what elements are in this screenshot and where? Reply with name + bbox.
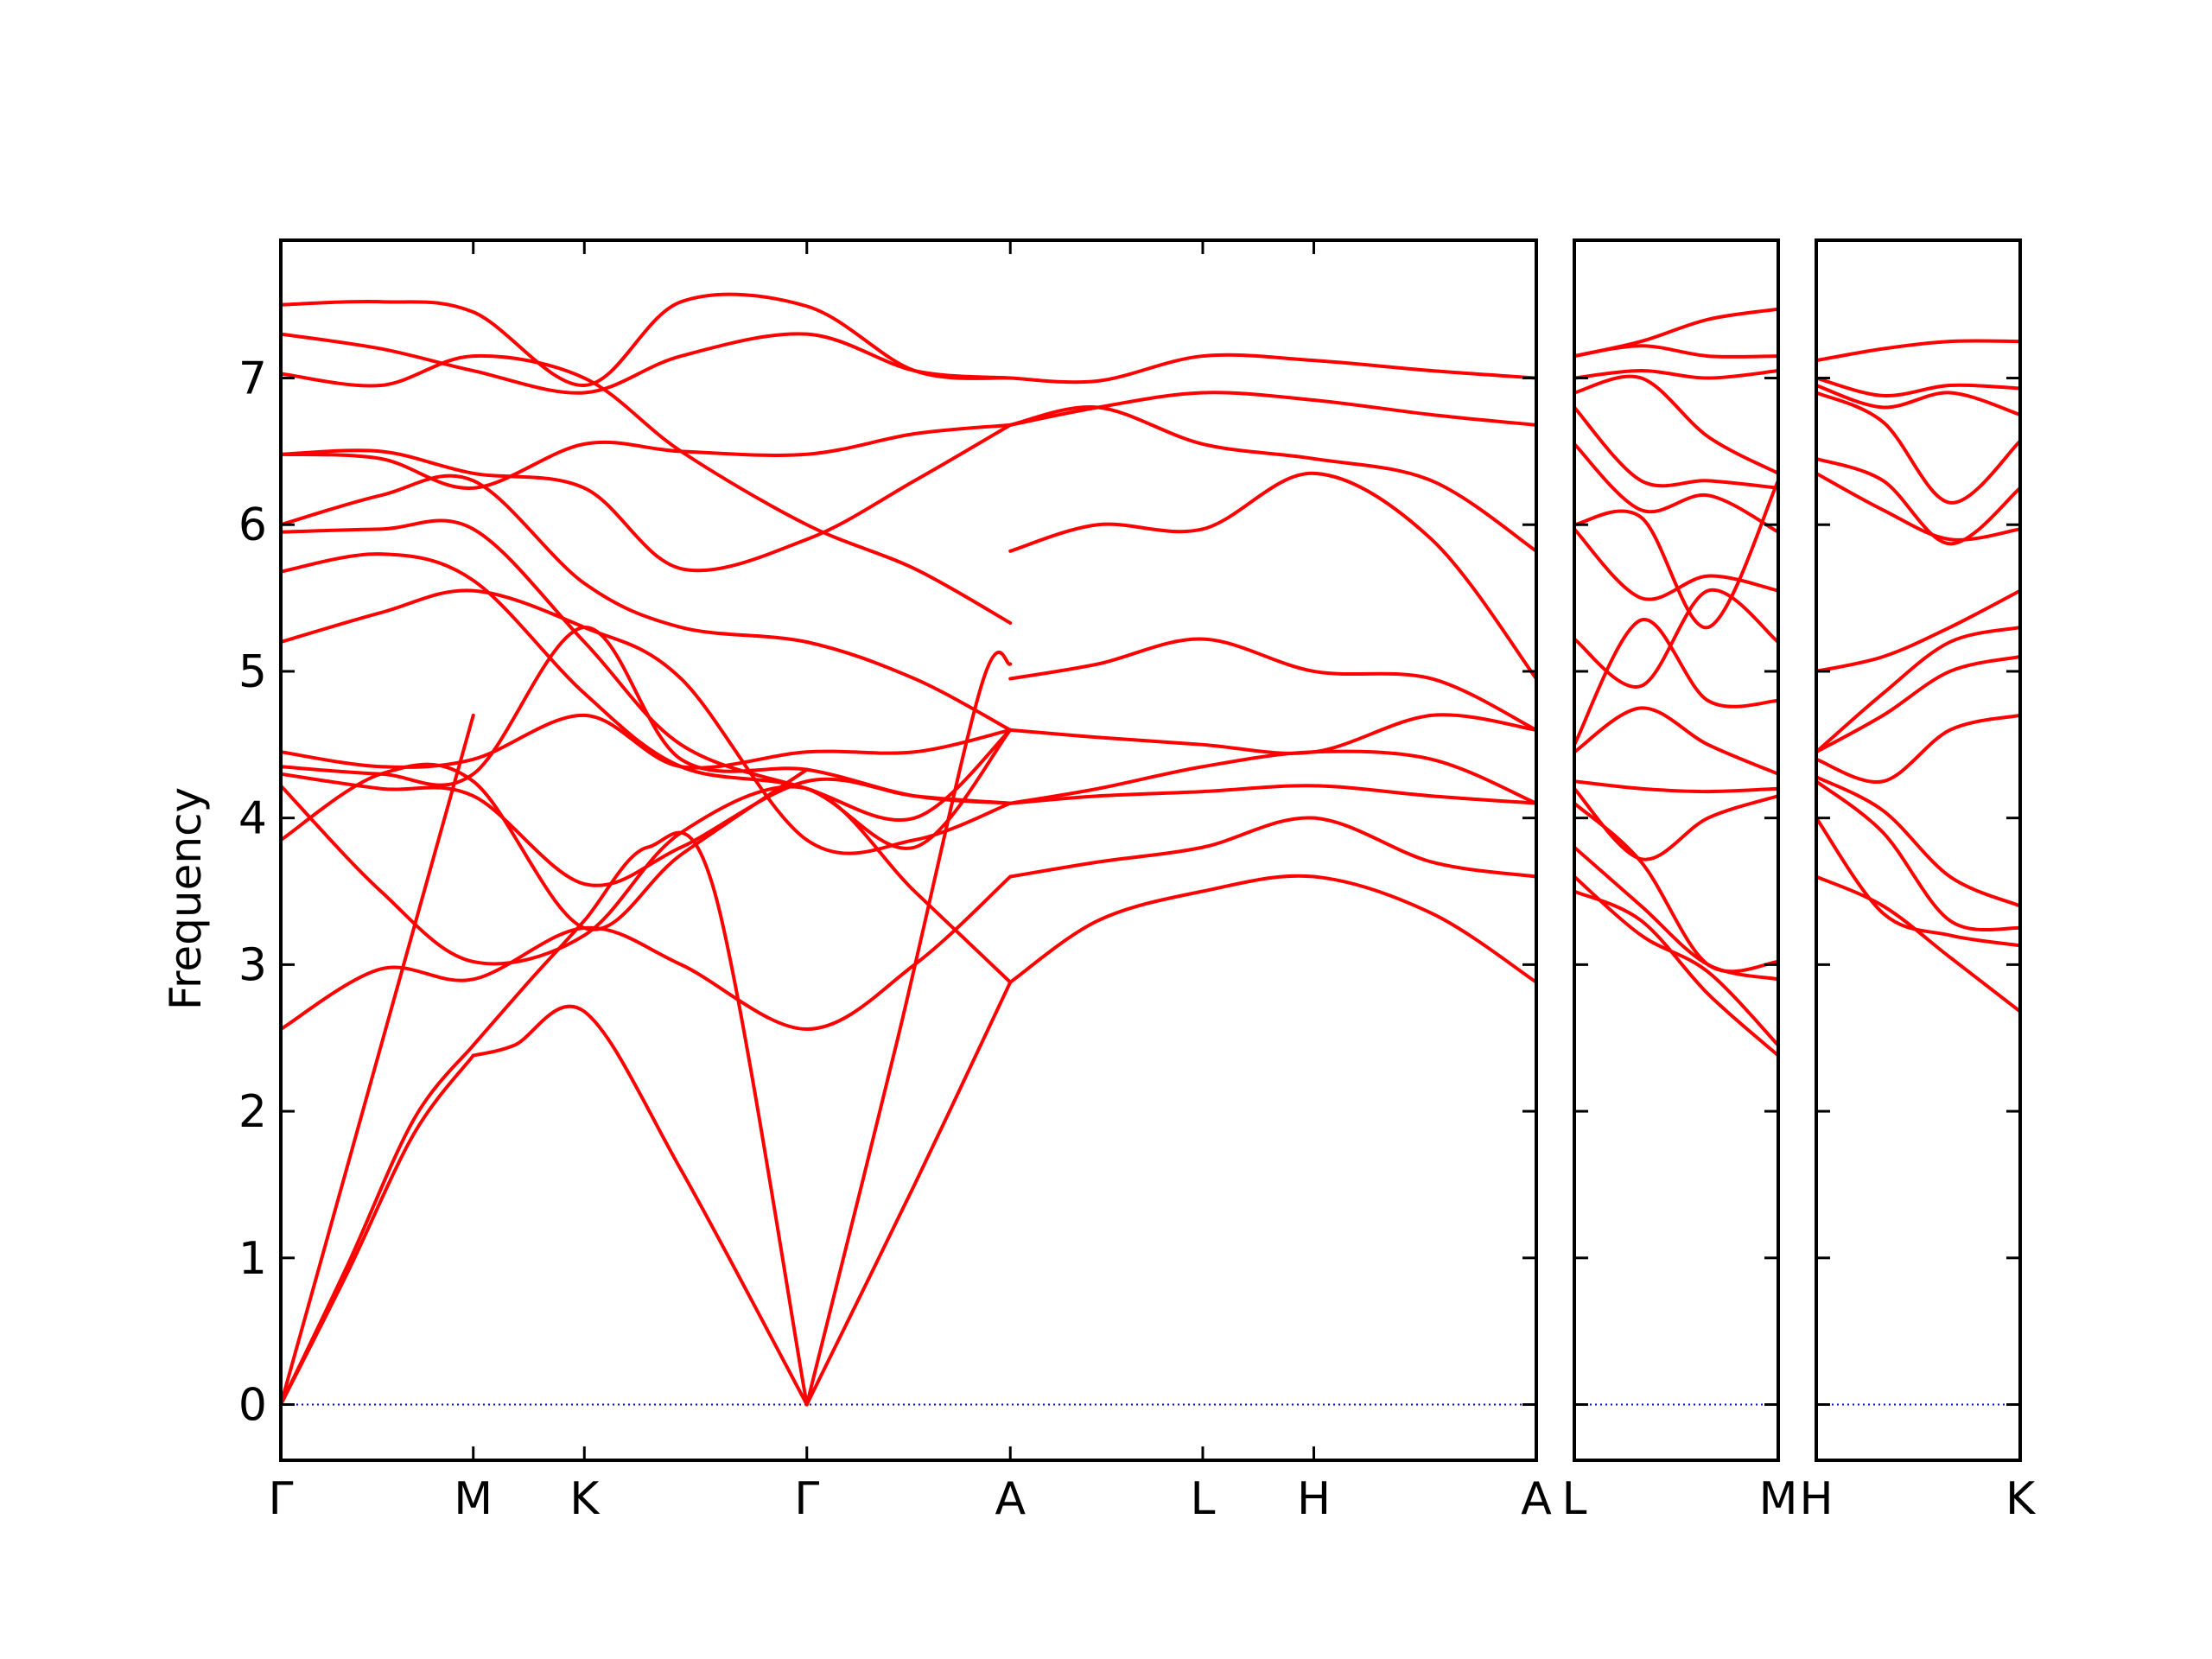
band-line: [1574, 369, 1778, 380]
x-tick-label: M: [454, 1473, 493, 1525]
panel-frame: [1815, 238, 2022, 1462]
x-tick-label: H: [1297, 1473, 1331, 1525]
band-line: [281, 626, 1013, 805]
y-tick-label: 3: [238, 939, 267, 991]
band-line: [1816, 654, 2020, 754]
band-line: [281, 1043, 475, 1407]
band-line: [1816, 471, 2020, 542]
y-tick-label: 0: [238, 1380, 267, 1432]
band-line: [281, 292, 1013, 388]
band-group: [1574, 307, 1778, 1058]
band-line: [281, 874, 1013, 1032]
band-line: [281, 1053, 475, 1407]
panel-1: 0 1 2 3 4 5 6 7 Γ M K Γ A L H A: [238, 238, 1552, 1525]
band-line: [1816, 779, 2020, 932]
band-line: [1816, 775, 2020, 908]
band-line: [281, 762, 809, 931]
y-axis-label: Frequency: [161, 787, 211, 1010]
band-line: [1574, 405, 1778, 490]
band-line: [1008, 471, 1536, 681]
panel-frame: [279, 238, 1538, 1462]
x-tick-label: K: [569, 1473, 601, 1525]
band-line: [1574, 706, 1778, 776]
band-line: [471, 830, 809, 1407]
band-line: [281, 552, 1013, 850]
band-line: [281, 713, 1013, 770]
x-tick-label: Γ: [794, 1473, 819, 1525]
band-line: [1008, 784, 1536, 805]
band-line: [1008, 353, 1536, 385]
x-tick-label: M: [1759, 1473, 1798, 1525]
band-line: [281, 784, 1013, 984]
band-line: [1574, 307, 1778, 359]
band-line: [281, 332, 1013, 395]
x-tick-label: K: [2005, 1473, 2037, 1525]
band-line: [281, 474, 1013, 732]
band-line: [1574, 874, 1778, 1047]
band-line: [1574, 618, 1778, 747]
band-line: [804, 980, 1013, 1407]
band-line: [281, 423, 1013, 573]
band-line: [1816, 456, 2020, 546]
band-line: [1816, 713, 2020, 785]
band-line: [281, 353, 1013, 625]
band-line: [1574, 442, 1778, 534]
band-line: [1816, 816, 2020, 948]
band-line: [1008, 405, 1536, 553]
x-tick-label: A: [1521, 1473, 1552, 1525]
band-group: [281, 292, 1536, 1407]
y-tick-label: 4: [238, 793, 267, 845]
band-line: [1574, 527, 1778, 601]
x-tick-label: A: [995, 1473, 1026, 1525]
band-line: [1008, 874, 1536, 984]
band-line: [1816, 588, 2020, 673]
band-line: [281, 713, 475, 1407]
band-line: [281, 518, 1013, 823]
band-line: [1816, 874, 2020, 1014]
band-line: [1574, 588, 1778, 689]
band-line: [1574, 889, 1778, 1058]
band-line: [1816, 384, 2020, 416]
band-line: [1574, 786, 1778, 861]
band-line: [1008, 816, 1536, 879]
band-line: [1816, 339, 2020, 363]
y-tick-label: 7: [238, 353, 267, 405]
y-tick-label: 6: [238, 499, 267, 551]
y-tick-label: 1: [238, 1233, 267, 1285]
x-tick-label: Γ: [269, 1473, 294, 1525]
band-line: [281, 423, 1013, 490]
band-line: [1574, 374, 1778, 475]
x-tick-label: H: [1799, 1473, 1833, 1525]
band-line: [1008, 713, 1536, 755]
y-tick-label: 2: [238, 1086, 267, 1138]
band-line: [1008, 391, 1536, 427]
band-line: [1574, 479, 1778, 630]
band-line: [804, 650, 1013, 1407]
x-tick-label: L: [1562, 1473, 1587, 1525]
band-line: [1816, 626, 2020, 754]
band-line: [281, 772, 1013, 887]
band-line: [1574, 779, 1778, 794]
x-tick-label: L: [1190, 1473, 1215, 1525]
band-line: [1816, 391, 2020, 505]
band-line: [471, 1004, 809, 1407]
panel-frame: [1573, 238, 1780, 1462]
band-line: [1008, 637, 1536, 732]
band-line: [1008, 749, 1536, 805]
band-line: [1816, 376, 2020, 397]
band-group: [1816, 339, 2020, 1014]
band-line: [1574, 845, 1778, 982]
y-tick-label: 5: [238, 646, 267, 698]
band-line: [281, 588, 1013, 855]
